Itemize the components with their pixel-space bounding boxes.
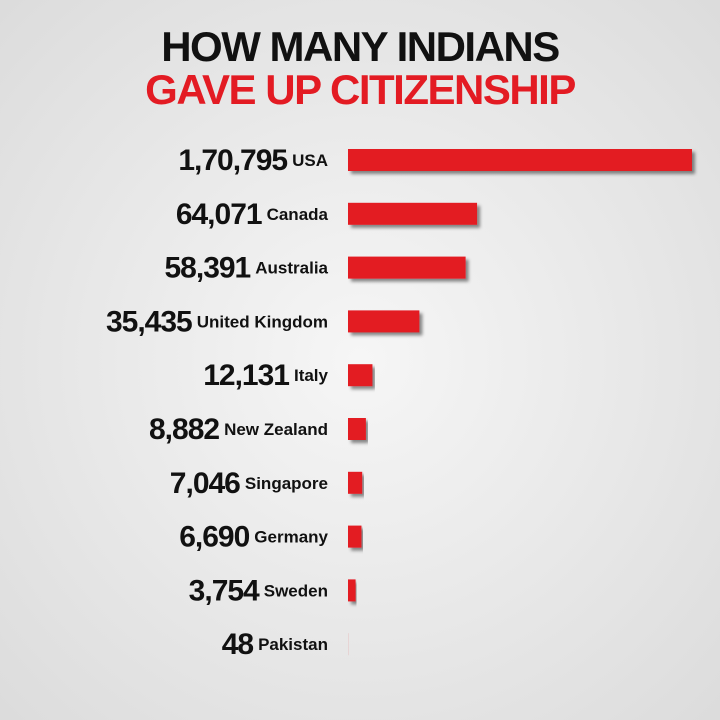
- bar: [348, 418, 366, 440]
- row-label: 1,70,795 USA: [178, 144, 328, 177]
- row-label: 6,690 Germany: [179, 521, 328, 554]
- bar: [348, 256, 466, 279]
- value-label: 7,046: [170, 467, 240, 500]
- bar: [348, 364, 373, 387]
- row-label: 8,882 New Zealand: [149, 413, 328, 446]
- row-label: 3,754 Sweden: [189, 574, 328, 607]
- category-label: Italy: [294, 367, 329, 386]
- bar: [348, 310, 420, 333]
- bar: [348, 149, 692, 171]
- row-label: 12,131 Italy: [203, 359, 328, 392]
- category-label: Canada: [267, 205, 329, 224]
- category-label: New Zealand: [224, 420, 328, 439]
- row-label: 35,435 United Kingdom: [106, 305, 328, 338]
- category-label: Singapore: [245, 474, 328, 493]
- bar: [348, 579, 356, 602]
- row-label: 48 Pakistan: [222, 628, 328, 661]
- bar: [348, 471, 363, 494]
- value-label: 1,70,795: [178, 144, 287, 177]
- chart-subtitle: GAVE UP CITIZENSHIP: [145, 66, 575, 113]
- bar: [348, 202, 478, 225]
- value-label: 64,071: [176, 198, 262, 231]
- category-label: United Kingdom: [197, 313, 328, 332]
- chart-title: HOW MANY INDIANS: [161, 23, 559, 70]
- value-label: 58,391: [164, 252, 250, 285]
- category-label: USA: [292, 151, 328, 170]
- value-label: 35,435: [106, 305, 192, 338]
- row-label: 64,071 Canada: [176, 198, 329, 231]
- value-label: 6,690: [179, 521, 249, 554]
- value-label: 8,882: [149, 413, 219, 446]
- value-label: 3,754: [189, 574, 260, 607]
- category-label: Australia: [255, 259, 328, 278]
- category-label: Sweden: [264, 582, 328, 601]
- category-label: Pakistan: [258, 636, 328, 655]
- category-label: Germany: [254, 528, 328, 547]
- bar: [348, 525, 362, 548]
- value-label: 12,131: [203, 359, 289, 392]
- row-label: 58,391 Australia: [164, 252, 328, 285]
- bars: 1,70,795 USA 64,071 Canada 58,391 Australia 35…: [106, 144, 692, 661]
- value-label: 48: [222, 628, 254, 661]
- row-label: 7,046 Singapore: [170, 467, 328, 500]
